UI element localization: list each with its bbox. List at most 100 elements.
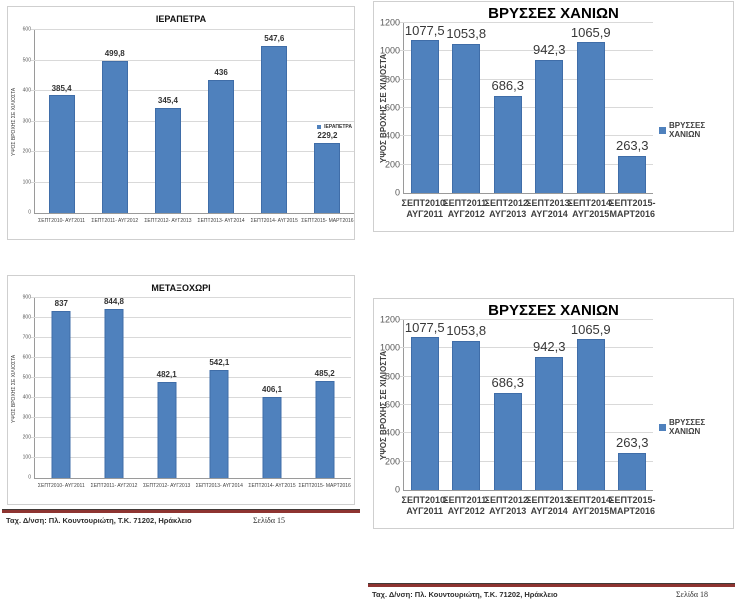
- gridline: [31, 357, 351, 358]
- data-label: 1065,9: [570, 24, 611, 40]
- gridline: [400, 163, 653, 165]
- x-axis-tick-label: ΣΕΠΤ2015- ΜΑΡΤ2016: [609, 495, 656, 516]
- bars-container: 837 ΣΕΠΤ2010- ΑΥΓ2011 844,8 ΣΕΠΤ2011- ΑΥΓ20…: [35, 297, 351, 489]
- bar-5: [576, 339, 605, 490]
- x-axis-tick-label: ΣΕΠΤ2010- ΑΥΓ2011: [37, 483, 85, 489]
- category-cell: 263,3 ΣΕΠΤ2015- ΜΑΡΤ2016: [609, 320, 655, 516]
- bar-6: [314, 143, 341, 213]
- y-axis-tick-label: 1000: [379, 342, 400, 353]
- x-axis-tick-label: ΣΕΠΤ2011- ΑΥΓ2012: [90, 483, 138, 489]
- gridline: [31, 59, 354, 61]
- category-cell: 482,1 ΣΕΠΤ2012- ΑΥΓ2013: [140, 298, 193, 489]
- x-axis-tick-label: ΣΕΠΤ2012- ΑΥΓ2013: [143, 483, 191, 489]
- chart-title: ΜΕΤΑΞΟΧΩΡΙ: [151, 283, 211, 293]
- bar-5: [261, 45, 288, 213]
- footer-divider: [2, 509, 360, 513]
- x-axis-tick-label: ΣΕΠΤ2014- ΑΥΓ2015: [250, 218, 298, 224]
- plot-area: 0 200 400 600 800 1000 1200 1077,5 ΣΕΠΤ2010- ΑΥΓ…: [380, 315, 655, 516]
- y-axis-tick-label: 0: [28, 474, 31, 481]
- y-axis-tick-label: 800: [384, 371, 400, 382]
- y-axis-tick-label: 600: [384, 102, 400, 113]
- category-cell: 844,8 ΣΕΠΤ2011- ΑΥΓ2012: [88, 297, 141, 489]
- category-cell: 499,8 ΣΕΠΤ2011- ΑΥΓ2012: [88, 30, 141, 224]
- gridline: [400, 107, 653, 108]
- x-axis-tick-label: ΣΕΠΤ2013- ΑΥΓ2014: [526, 198, 573, 219]
- y-axis-tick-label: 800: [384, 74, 400, 85]
- y-axis-tick-label: 700: [22, 334, 31, 341]
- category-cell: 542,1 ΣΕΠΤ2013- ΑΥΓ2014: [193, 298, 246, 489]
- x-axis-tick-label: ΣΕΠΤ2014- ΑΥΓ2015: [567, 495, 614, 516]
- legend-swatch-icon: [317, 125, 322, 129]
- bar-3: [157, 381, 177, 478]
- category-cell: 942,3 ΣΕΠΤ2013- ΑΥΓ2014: [526, 23, 572, 219]
- footer-row: Ταχ. Δ/νση: Πλ. Κουντουριώτη, Τ.Κ. 71202…: [368, 588, 735, 602]
- gridline: [31, 120, 354, 122]
- chart-ierapetra: ΙΕΡΑΠΕΤΡΑ ΥΨΟΣ ΒΡΟΧΗΣ ΣΕ ΧΙΛΙΟΣΤΑ 0 100 20…: [7, 6, 355, 240]
- y-axis-tick-label: 500: [22, 374, 31, 381]
- data-label: 837: [54, 298, 69, 308]
- category-cell: 1077,5 ΣΕΠΤ2010- ΑΥΓ2011: [402, 23, 448, 219]
- y-axis-tick-label: 200: [22, 148, 31, 155]
- bar-6: [315, 380, 335, 478]
- category-cell: 837 ΣΕΠΤ2010- ΑΥΓ2011: [35, 298, 88, 489]
- y-axis-tick-label: 800: [22, 314, 31, 321]
- bar-2: [104, 309, 124, 478]
- footer-address: Ταχ. Δ/νση: Πλ. Κουντουριώτη, Τ.Κ. 71202…: [6, 516, 192, 525]
- bar-4: [535, 356, 564, 490]
- y-axis-tick-label: 500: [22, 57, 31, 63]
- data-label: 942,3: [532, 42, 566, 58]
- y-axis-tick-label: 1000: [379, 45, 400, 56]
- gridline: [31, 377, 351, 378]
- data-label: 542,1: [209, 357, 230, 367]
- gridline: [31, 337, 351, 338]
- data-label: 482,1: [156, 369, 177, 379]
- data-label: 1077,5: [404, 23, 445, 39]
- bar-6: [618, 155, 647, 193]
- bar-6: [618, 452, 647, 490]
- chart-vrysses-chanion-top: ΒΡΥΣΣΕΣ ΧΑΝΙΩΝ ΥΨΟΣ ΒΡΟΧΗΣ ΣΕ ΧΙΛΙΟΣΤΑ 0…: [373, 1, 734, 232]
- data-label: 1053,8: [446, 26, 487, 42]
- gridline: [400, 135, 653, 137]
- bar-1: [48, 95, 75, 213]
- data-label: 1077,5: [404, 320, 445, 336]
- category-cell: 1053,8 ΣΕΠΤ2011- ΑΥΓ2012: [443, 320, 489, 516]
- data-label: 1065,9: [570, 321, 611, 337]
- bar-3: [493, 392, 522, 490]
- data-label: 436: [214, 68, 228, 78]
- category-cell: 229,2 ΣΕΠΤ2015- ΜΑΡΤ2016: [301, 30, 354, 224]
- page-footer-18: Ταχ. Δ/νση: Πλ. Κουντουριώτη, Τ.Κ. 71202…: [368, 583, 735, 602]
- x-axis-tick-label: ΣΕΠΤ2015- ΜΑΡΤ2016: [298, 483, 351, 489]
- x-axis-tick-label: ΣΕΠΤ2010- ΑΥΓ2011: [38, 218, 85, 224]
- legend-label: ΙΕΡΑΠΕΤΡΑ: [324, 124, 352, 130]
- y-axis-tick-label: 600: [22, 354, 31, 361]
- y-axis-tick-label: 300: [22, 414, 31, 421]
- category-cell: 436 ΣΕΠΤ2013- ΑΥΓ2014: [195, 30, 248, 224]
- data-label: 485,2: [314, 369, 335, 379]
- legend: ΙΕΡΑΠΕΤΡΑ: [317, 124, 352, 130]
- chart-metaxochori: ΜΕΤΑΞΟΧΩΡΙ ΥΨΟΣ ΒΡΟΧΗΣ ΣΕ ΧΙΛΙΟΣΤΑ 0 100 2…: [7, 275, 355, 505]
- y-axis-tick-label: 100: [22, 454, 31, 461]
- category-cell: 263,3 ΣΕΠΤ2015- ΜΑΡΤ2016: [609, 23, 655, 219]
- x-axis-tick-label: ΣΕΠΤ2013- ΑΥΓ2014: [197, 218, 245, 224]
- gridline: [400, 22, 653, 23]
- x-axis-tick-label: ΣΕΠΤ2013- ΑΥΓ2014: [526, 495, 573, 516]
- plot-area: 0 200 400 600 800 1000 1200 1077,5 ΣΕΠΤ2010- ΑΥΓ…: [380, 18, 655, 219]
- bar-5: [262, 396, 282, 478]
- y-axis-tick-label: 600: [384, 399, 400, 410]
- gridline: [31, 151, 354, 152]
- bar-3: [154, 107, 181, 213]
- x-axis-tick-label: ΣΕΠΤ2013- ΑΥΓ2014: [195, 483, 243, 489]
- gridline: [400, 404, 653, 405]
- data-label: 942,3: [532, 339, 566, 355]
- x-axis-tick-label: ΣΕΠΤ2010- ΑΥΓ2011: [401, 495, 448, 516]
- x-axis-tick-label: ΣΕΠΤ2014- ΑΥΓ2015: [567, 198, 614, 219]
- gridline: [31, 297, 351, 298]
- plot-area: 0 100 200 300 400 500 600 385,4 ΣΕΠΤ2010- ΑΥΓ201…: [23, 27, 354, 224]
- bar-1: [410, 337, 439, 490]
- y-axis-tick-label: 100: [22, 179, 31, 185]
- gridline: [400, 78, 653, 80]
- y-axis-tick-label: 0: [28, 209, 31, 216]
- category-cell: 345,4 ΣΕΠΤ2012- ΑΥΓ2013: [141, 30, 194, 224]
- gridline: [400, 319, 653, 320]
- data-label: 686,3: [491, 78, 525, 94]
